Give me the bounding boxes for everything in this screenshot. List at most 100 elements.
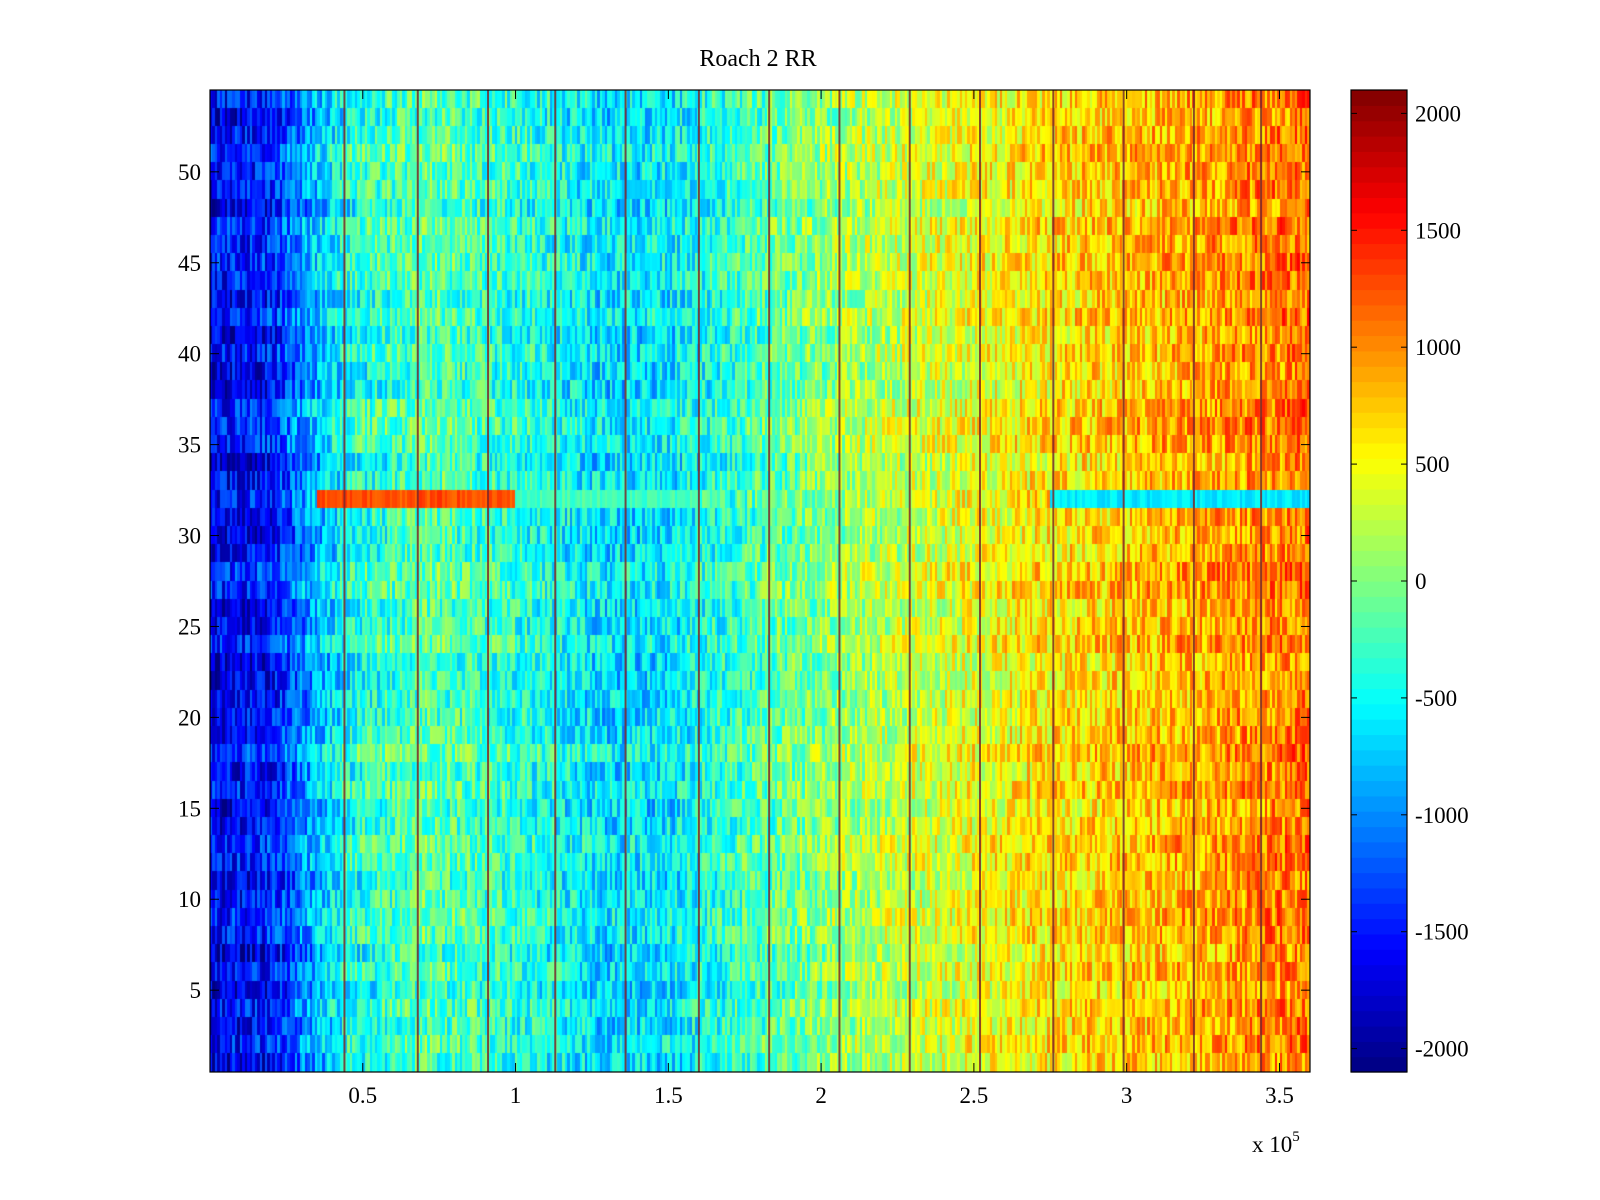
colorbar-segment (1351, 488, 1407, 505)
colorbar-segment (1351, 627, 1407, 643)
colorbar-segment (1351, 442, 1407, 459)
colorbar-segment (1351, 703, 1407, 720)
colorbar-segment (1351, 949, 1407, 966)
colorbar-segment (1351, 320, 1407, 337)
colorbar-segment (1351, 427, 1407, 444)
colorbar-segment (1351, 243, 1407, 260)
vertical-stripe-9 (979, 90, 981, 1072)
vertical-stripe-4 (624, 90, 627, 1072)
colorbar-segment (1351, 918, 1407, 935)
colorbar-segment (1351, 887, 1407, 904)
colorbar-segment (1351, 90, 1407, 106)
colorbar-segment (1351, 811, 1407, 828)
colorbar-segment (1351, 212, 1407, 229)
colorbar-tick-label: -2000 (1415, 1037, 1469, 1062)
vertical-stripe-8 (908, 90, 911, 1072)
colorbar-tick-label: 500 (1415, 452, 1450, 477)
colorbar-segment (1351, 458, 1407, 475)
colorbar-segment (1351, 826, 1407, 843)
x-tick-label: 2.5 (960, 1083, 989, 1108)
vertical-stripe-5 (697, 90, 700, 1072)
colorbar-segment (1351, 872, 1407, 889)
colorbar-segment (1351, 182, 1407, 199)
y-tick-label: 40 (178, 342, 201, 367)
colorbar-segment (1351, 1010, 1407, 1027)
colorbar-segment (1351, 688, 1407, 705)
colorbar-segment (1351, 289, 1407, 306)
vertical-stripe-2 (487, 90, 490, 1072)
colorbar-segment (1351, 780, 1407, 797)
colorbar-segment (1351, 795, 1407, 812)
colorbar-tick-label: 1000 (1415, 335, 1461, 360)
colorbar-segment (1351, 197, 1407, 214)
colorbar-segment (1351, 749, 1407, 766)
colorbar-segment (1351, 350, 1407, 367)
vertical-stripe-10 (1052, 90, 1055, 1072)
colorbar-segment (1351, 504, 1407, 521)
x-tick-label: 3.5 (1265, 1083, 1294, 1108)
colorbar-segment (1351, 396, 1407, 413)
colorbar-tick-label: 2000 (1415, 101, 1461, 126)
y-tick-label: 35 (178, 433, 201, 458)
colorbar-segment (1351, 304, 1407, 321)
x-axis: 0.5 1 1.5 2 2.5 3 3.5 (348, 90, 1294, 1108)
x-tick-label: 3 (1121, 1083, 1133, 1108)
y-axis: 5 10 15 20 25 30 35 40 45 50 (178, 160, 1310, 1003)
y-tick-label: 45 (178, 251, 201, 276)
colorbar-segment (1351, 596, 1407, 613)
x-exponent-label: x 105 (1252, 1129, 1300, 1157)
colorbar-segment (1351, 995, 1407, 1012)
colorbar-tick-label: -1500 (1415, 920, 1469, 945)
colorbar-segment (1351, 857, 1407, 874)
vertical-stripe-1 (416, 90, 419, 1072)
colorbar-segment (1351, 120, 1407, 137)
colorbar-segment (1351, 933, 1407, 950)
colorbar-segment (1351, 151, 1407, 168)
vertical-stripe-7 (838, 90, 841, 1072)
y-tick-label: 20 (178, 705, 201, 730)
x-exponent-power: 5 (1292, 1129, 1300, 1145)
heatmap (210, 90, 1310, 1072)
colorbar-segment (1351, 765, 1407, 782)
colorbar-segment (1351, 519, 1407, 536)
colorbar (1351, 90, 1407, 1073)
colorbar-segment (1351, 734, 1407, 751)
y-tick-label: 25 (178, 614, 201, 639)
colorbar-segment (1351, 1041, 1407, 1058)
y-tick-label: 50 (178, 160, 201, 185)
colorbar-segment (1351, 550, 1407, 567)
colorbar-segment (1351, 657, 1407, 674)
colorbar-tick-label: -1000 (1415, 803, 1469, 828)
colorbar-segment (1351, 642, 1407, 659)
colorbar-segment (1351, 335, 1407, 352)
colorbar-segment (1351, 366, 1407, 383)
colorbar-segment (1351, 841, 1407, 858)
vertical-stripe-3 (554, 90, 557, 1072)
colorbar-segment (1351, 412, 1407, 429)
chart-title: Roach 2 RR (699, 46, 816, 72)
colorbar-segment (1351, 534, 1407, 551)
x-tick-label: 1 (510, 1083, 522, 1108)
colorbar-segment (1351, 581, 1407, 597)
colorbar-segment (1351, 1056, 1407, 1073)
colorbar-tick-label: 0 (1415, 569, 1427, 594)
y-tick-label: 30 (178, 524, 201, 549)
vertical-stripe-0 (343, 90, 346, 1072)
colorbar-segment (1351, 964, 1407, 981)
colorbar-axis: 2000 1500 1000 500 0 -500 -1000 -1500 -2000 (1351, 101, 1469, 1062)
colorbar-segment (1351, 473, 1407, 490)
plot-frame (209, 89, 1311, 1073)
colorbar-segment (1351, 1025, 1407, 1042)
vertical-stripe-13 (1260, 90, 1263, 1072)
x-tick-label: 2 (815, 1083, 827, 1108)
colorbar-segment (1351, 903, 1407, 920)
colorbar-segment (1351, 719, 1407, 736)
colorbar-segment (1351, 673, 1407, 690)
vertical-stripe-6 (768, 90, 771, 1072)
y-tick-label: 5 (190, 978, 202, 1003)
colorbar-segment (1351, 105, 1407, 122)
y-tick-label: 15 (178, 796, 201, 821)
colorbar-segment (1351, 611, 1407, 628)
colorbar-tick-label: -500 (1415, 686, 1457, 711)
